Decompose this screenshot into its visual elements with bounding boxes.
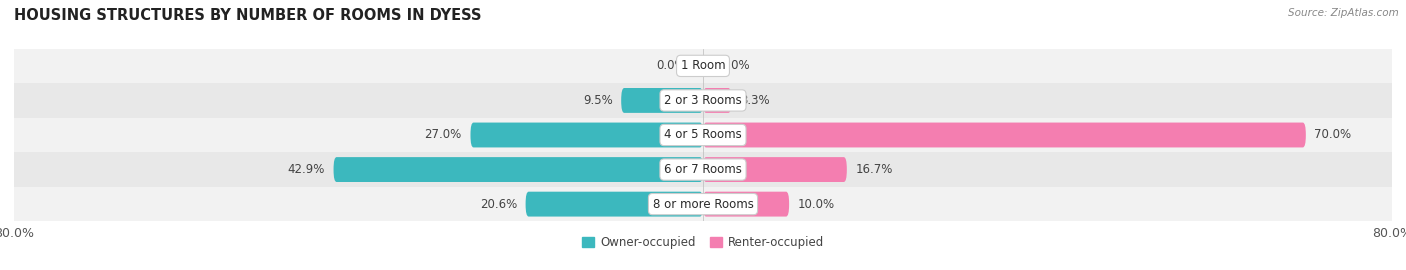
FancyBboxPatch shape bbox=[621, 88, 703, 113]
Text: HOUSING STRUCTURES BY NUMBER OF ROOMS IN DYESS: HOUSING STRUCTURES BY NUMBER OF ROOMS IN… bbox=[14, 8, 482, 23]
Text: 4 or 5 Rooms: 4 or 5 Rooms bbox=[664, 129, 742, 141]
Bar bbox=[14, 187, 1392, 221]
FancyBboxPatch shape bbox=[471, 123, 703, 147]
FancyBboxPatch shape bbox=[333, 157, 703, 182]
Text: 6 or 7 Rooms: 6 or 7 Rooms bbox=[664, 163, 742, 176]
FancyBboxPatch shape bbox=[703, 123, 1306, 147]
FancyBboxPatch shape bbox=[526, 192, 703, 217]
Text: 9.5%: 9.5% bbox=[583, 94, 613, 107]
FancyBboxPatch shape bbox=[703, 192, 789, 217]
Text: 0.0%: 0.0% bbox=[720, 59, 749, 72]
Bar bbox=[14, 83, 1392, 118]
FancyBboxPatch shape bbox=[703, 157, 846, 182]
Legend: Owner-occupied, Renter-occupied: Owner-occupied, Renter-occupied bbox=[578, 231, 828, 254]
Bar bbox=[14, 49, 1392, 83]
Text: Source: ZipAtlas.com: Source: ZipAtlas.com bbox=[1288, 8, 1399, 18]
Text: 10.0%: 10.0% bbox=[797, 198, 835, 211]
Text: 16.7%: 16.7% bbox=[855, 163, 893, 176]
Text: 20.6%: 20.6% bbox=[479, 198, 517, 211]
Text: 2 or 3 Rooms: 2 or 3 Rooms bbox=[664, 94, 742, 107]
Text: 3.3%: 3.3% bbox=[740, 94, 769, 107]
Bar bbox=[14, 152, 1392, 187]
Text: 70.0%: 70.0% bbox=[1315, 129, 1351, 141]
Text: 42.9%: 42.9% bbox=[288, 163, 325, 176]
Text: 8 or more Rooms: 8 or more Rooms bbox=[652, 198, 754, 211]
Text: 1 Room: 1 Room bbox=[681, 59, 725, 72]
FancyBboxPatch shape bbox=[703, 88, 731, 113]
Text: 27.0%: 27.0% bbox=[425, 129, 461, 141]
Text: 0.0%: 0.0% bbox=[657, 59, 686, 72]
Bar bbox=[14, 118, 1392, 152]
